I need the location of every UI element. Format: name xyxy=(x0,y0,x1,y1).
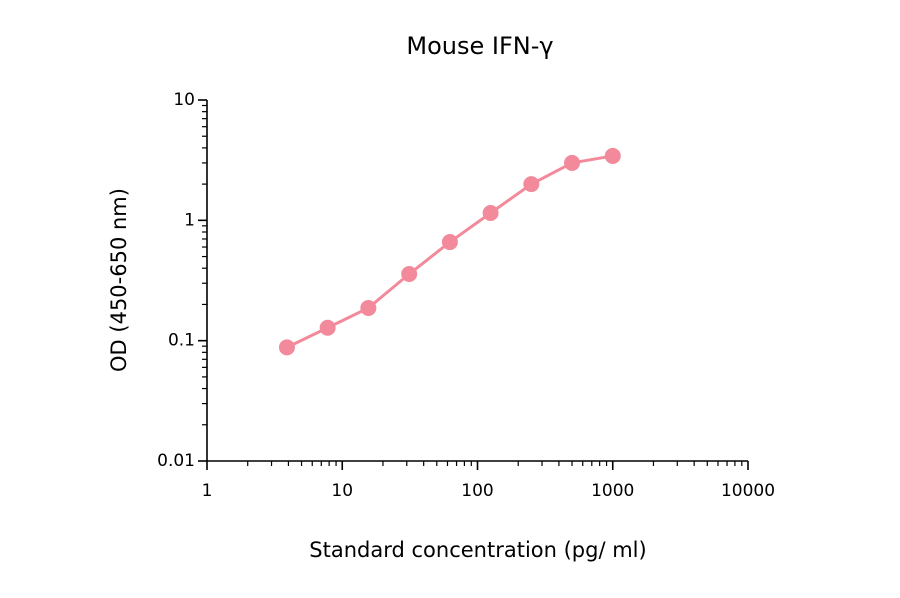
y-tick-label: 10 xyxy=(173,90,195,110)
data-point xyxy=(564,154,581,171)
data-point xyxy=(441,234,458,251)
y-tick-label: 0.01 xyxy=(157,451,195,471)
x-tick-label: 100 xyxy=(461,481,493,501)
x-tick-label: 10000 xyxy=(721,481,775,501)
y-axis-label: OD (450-650 nm) xyxy=(107,188,131,372)
data-point xyxy=(523,176,540,193)
y-tick-label: 1 xyxy=(184,210,195,230)
y-tick-label: 0.1 xyxy=(168,331,195,351)
data-point xyxy=(401,266,418,283)
series-line xyxy=(286,154,614,349)
data-point xyxy=(360,299,377,316)
chart-title: Mouse IFN-γ xyxy=(406,32,553,60)
data-point xyxy=(482,205,499,222)
data-point xyxy=(278,339,295,356)
x-tick-label: 10 xyxy=(331,481,353,501)
x-axis-label: Standard concentration (pg/ ml) xyxy=(309,538,646,562)
data-point xyxy=(319,319,336,336)
data-point xyxy=(604,147,621,164)
x-tick-label: 1 xyxy=(202,481,213,501)
x-tick-label: 1000 xyxy=(591,481,634,501)
